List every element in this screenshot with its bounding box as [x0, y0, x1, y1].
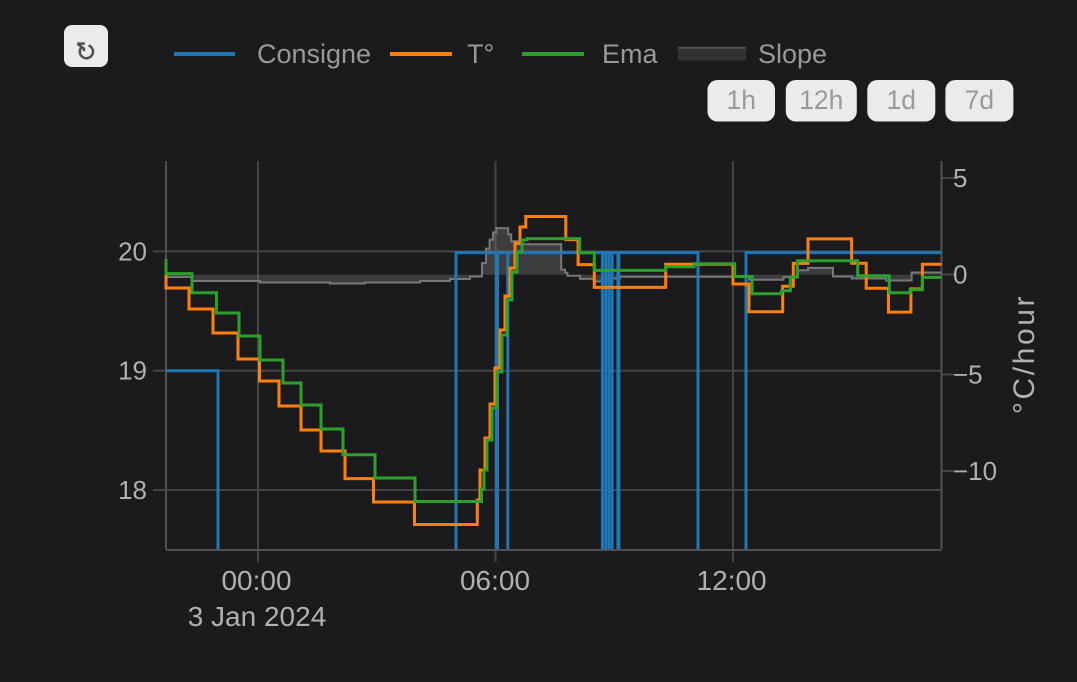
svg-text:12h: 12h: [799, 85, 843, 115]
svg-text:1d: 1d: [887, 85, 916, 115]
svg-text:−5: −5: [953, 360, 983, 390]
svg-text:1h: 1h: [726, 85, 755, 115]
svg-text:T°: T°: [467, 39, 494, 69]
svg-text:−10: −10: [953, 456, 997, 486]
svg-text:19: 19: [118, 356, 147, 386]
svg-text:Consigne: Consigne: [257, 39, 371, 69]
svg-text:00:00: 00:00: [221, 565, 291, 596]
svg-text:3 Jan 2024: 3 Jan 2024: [188, 601, 327, 632]
svg-text:Ema: Ema: [602, 39, 659, 69]
svg-text:06:00: 06:00: [460, 565, 530, 596]
svg-text:0: 0: [953, 260, 967, 290]
svg-text:12:00: 12:00: [697, 565, 767, 596]
svg-text:7d: 7d: [965, 85, 994, 115]
svg-text:°C/hour: °C/hour: [1008, 294, 1041, 414]
svg-text:18: 18: [118, 475, 147, 505]
svg-text:Slope: Slope: [758, 39, 827, 69]
svg-text:20: 20: [118, 236, 147, 266]
svg-text:5: 5: [953, 163, 967, 193]
